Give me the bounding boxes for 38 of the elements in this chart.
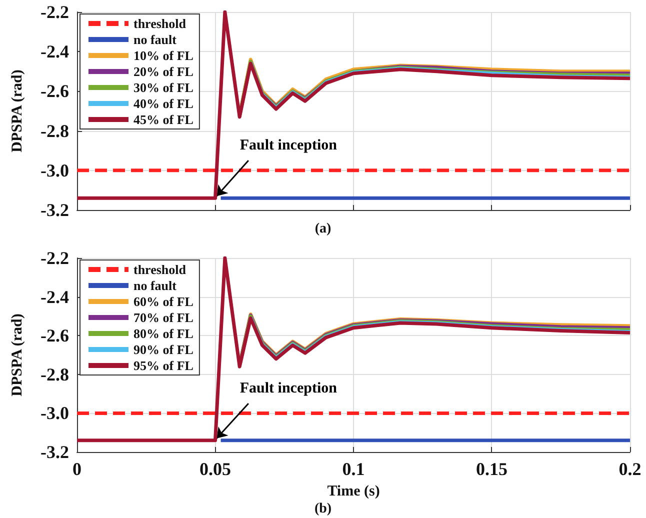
legend-label: no fault xyxy=(134,278,178,293)
text: (b) xyxy=(314,502,332,516)
legend-label: 30% of FL xyxy=(134,80,194,95)
x-tick-label: 0.05 xyxy=(200,459,231,479)
legend-label: no fault xyxy=(134,32,178,47)
text: (a) xyxy=(314,222,332,236)
y-axis-title: DPSPA (rad) xyxy=(10,314,26,396)
x-tick-label: 0.1 xyxy=(342,459,365,479)
legend-label: 80% of FL xyxy=(134,326,194,341)
y-axis-title: DPSPA (rad) xyxy=(10,70,26,152)
y-tick-label: -2.4 xyxy=(40,286,69,307)
y-tick-label: -3.2 xyxy=(40,200,69,220)
y-tick-label: -3.0 xyxy=(40,160,69,180)
legend-label: 40% of FL xyxy=(134,96,194,111)
x-tick-label: 0.15 xyxy=(476,459,508,479)
x-tick-label: 0.2 xyxy=(618,459,642,479)
annotation: Fault inception xyxy=(240,138,338,154)
y-tick-label: -2.6 xyxy=(40,326,69,346)
legend-label: 60% of FL xyxy=(134,294,194,309)
annotation: Fault inception xyxy=(240,380,338,397)
y-tick-label: -2.8 xyxy=(40,364,69,384)
legend-label: threshold xyxy=(134,262,187,277)
legend-label: 45% of FL xyxy=(134,112,194,127)
x-tick-label: 0 xyxy=(72,459,82,479)
y-tick-label: -3.2 xyxy=(40,442,69,462)
legend-label: 90% of FL xyxy=(134,342,194,357)
y-tick-label: -2.2 xyxy=(40,2,69,22)
legend-label: 95% of FL xyxy=(134,358,194,373)
legend-label: 10% of FL xyxy=(134,48,194,63)
x-axis-title: Time (s) xyxy=(327,484,380,500)
y-tick-label: -3.0 xyxy=(40,403,69,424)
y-tick-label: -2.2 xyxy=(40,248,69,268)
y-tick-label: -2.8 xyxy=(40,120,69,141)
y-tick-label: -2.4 xyxy=(40,42,69,62)
y-tick-label: -2.6 xyxy=(40,81,69,102)
legend-label: 20% of FL xyxy=(134,64,194,79)
legend-label: 70% of FL xyxy=(134,310,194,325)
legend-label: threshold xyxy=(134,16,187,31)
